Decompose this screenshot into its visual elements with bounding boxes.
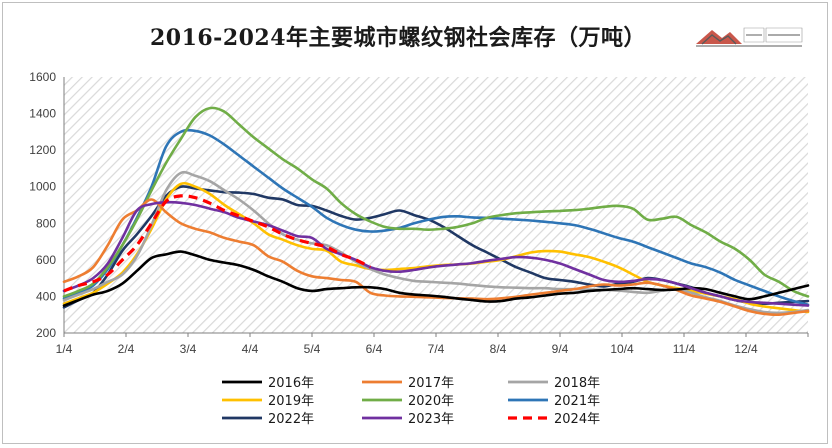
y-tick-label: 1000: [29, 180, 56, 194]
legend-label: 2019年: [268, 394, 314, 409]
x-tick-label: 5/4: [304, 342, 321, 356]
y-tick-label: 400: [36, 289, 56, 303]
series-line-2020年: [62, 106, 810, 298]
x-tick-label: 7/4: [428, 342, 445, 356]
x-tick-label: 12/4: [734, 342, 758, 356]
series-line-2021年: [62, 128, 810, 306]
series-line-2023年: [62, 200, 810, 307]
x-tick-label: 2/4: [118, 342, 135, 356]
legend-label: 2016年: [268, 376, 314, 391]
legend-label: 2017年: [408, 376, 454, 391]
series-line-2018年: [62, 170, 810, 315]
x-tick-label: 11/4: [673, 342, 696, 356]
y-tick-label: 200: [36, 326, 56, 340]
x-tick-label: 1/4: [56, 342, 73, 356]
x-tick-label: 9/4: [552, 342, 569, 356]
legend-label: 2021年: [554, 394, 600, 409]
y-tick-label: 1200: [29, 143, 56, 157]
y-tick-label: 800: [36, 216, 56, 230]
y-tick-label: 1600: [29, 70, 56, 84]
legend-label: 2024年: [554, 412, 600, 427]
x-tick-label: 6/4: [366, 342, 383, 356]
legend-label: 2023年: [408, 412, 454, 427]
y-tick-label: 1400: [29, 107, 56, 121]
legend-label: 2020年: [408, 394, 454, 409]
series-line-2024年: [63, 194, 372, 293]
x-tick-label: 10/4: [610, 342, 634, 356]
legend: 2016年 2017年 2018年 2019年 2020年 2021年 2022年 2023年…: [222, 376, 600, 427]
legend-label: 2022年: [268, 412, 314, 427]
series-line-2017年: [62, 198, 810, 317]
x-tick-label: 8/4: [490, 342, 507, 356]
chart-title: 2016-2024年主要城市螺纹钢社会库存（万吨）: [149, 25, 647, 51]
publisher-logo: [696, 27, 803, 47]
x-tick-label: 4/4: [242, 342, 259, 356]
axes: 200 400 600 800 1000 1200 1400 1600 1/4 2/4 3/4 4/4…: [29, 70, 809, 356]
series-line-2016年: [62, 250, 810, 307]
y-tick-label: 600: [36, 253, 56, 267]
series-layer: [62, 106, 810, 317]
legend-label: 2018年: [554, 376, 600, 391]
x-tick-label: 3/4: [180, 342, 197, 356]
